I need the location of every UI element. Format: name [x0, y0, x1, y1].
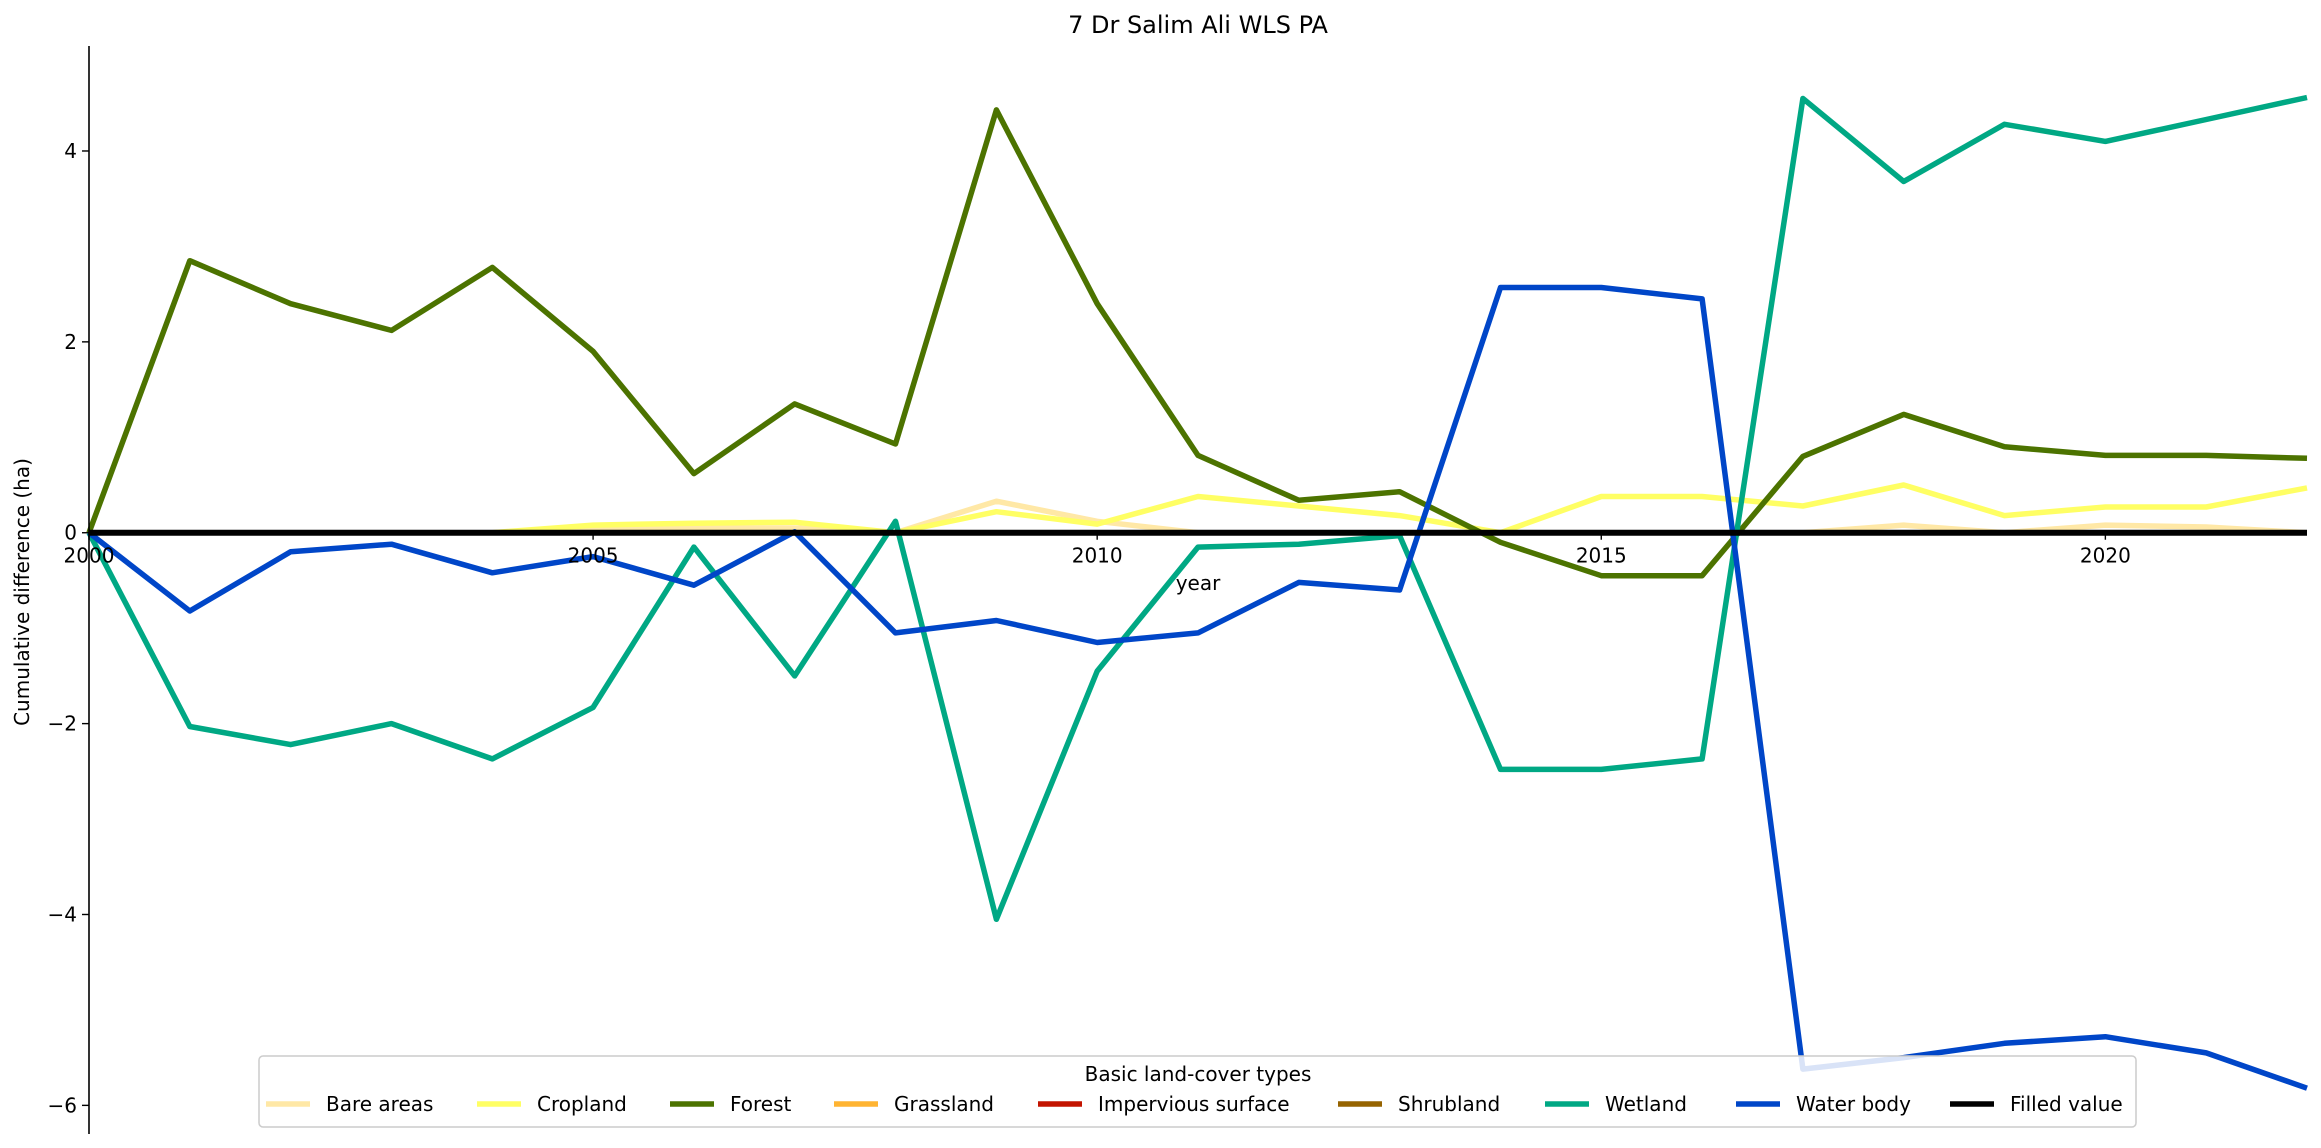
x-axis-label: year [1176, 571, 1221, 595]
y-axis-label: Cumulative difference (ha) [10, 458, 34, 726]
x-tick-label: 2010 [1072, 544, 1123, 568]
legend-label: Grassland [894, 1092, 994, 1116]
series-line-cropland [89, 482, 2308, 536]
legend-title: Basic land-cover types [1085, 1062, 1312, 1086]
series-line-water-body [87, 284, 2308, 1091]
legend-item-bare-areas: Bare areas [266, 1092, 433, 1116]
x-tick-label: 2020 [2080, 544, 2131, 568]
y-tick-label: −2 [48, 712, 77, 736]
legend-label: Water body [1796, 1092, 1911, 1116]
legend-item-water-body: Water body [1736, 1092, 1911, 1116]
legend: Basic land-cover types Bare areas Croplan… [258, 1055, 2137, 1128]
y-tick-label: −6 [48, 1093, 77, 1117]
legend-item-wetland: Wetland [1545, 1092, 1687, 1116]
x-tick-label: 2005 [568, 544, 619, 568]
legend-label: Wetland [1605, 1092, 1687, 1116]
y-tick-label: 0 [64, 521, 77, 545]
x-tick-label: 2015 [1576, 544, 1627, 568]
legend-item-grassland: Grassland [834, 1092, 994, 1116]
y-axis: −6 −4 −2 0 2 4 [48, 46, 90, 1134]
legend-label: Filled value [2010, 1092, 2123, 1116]
legend-label: Forest [730, 1092, 792, 1116]
y-tick-label: 2 [64, 330, 77, 354]
x-axis: 2000 2005 2010 2015 2020 [64, 531, 2307, 568]
legend-item-filled-value: Filled value [1950, 1092, 2123, 1116]
series-line-forest [86, 107, 2308, 579]
legend-label: Impervious surface [1098, 1092, 1290, 1116]
legend-label: Bare areas [326, 1092, 433, 1116]
legend-label: Shrubland [1398, 1092, 1500, 1116]
legend-items: Bare areas Cropland Forest Grassland Impervi… [266, 1092, 2123, 1116]
x-tick-label: 2000 [64, 544, 115, 568]
legend-item-shrubland: Shrubland [1338, 1092, 1500, 1116]
chart-title: 7 Dr Salim Ali WLS PA [1068, 11, 1328, 39]
y-tick-label: −4 [48, 902, 77, 926]
series-line-wetland [86, 94, 2308, 923]
legend-box [258, 1055, 2137, 1128]
legend-item-forest: Forest [670, 1092, 792, 1116]
legend-item-impervious-surface: Impervious surface [1038, 1092, 1290, 1116]
y-tick-label: 4 [64, 139, 77, 163]
legend-label: Cropland [537, 1092, 627, 1116]
legend-item-cropland: Cropland [477, 1092, 627, 1116]
